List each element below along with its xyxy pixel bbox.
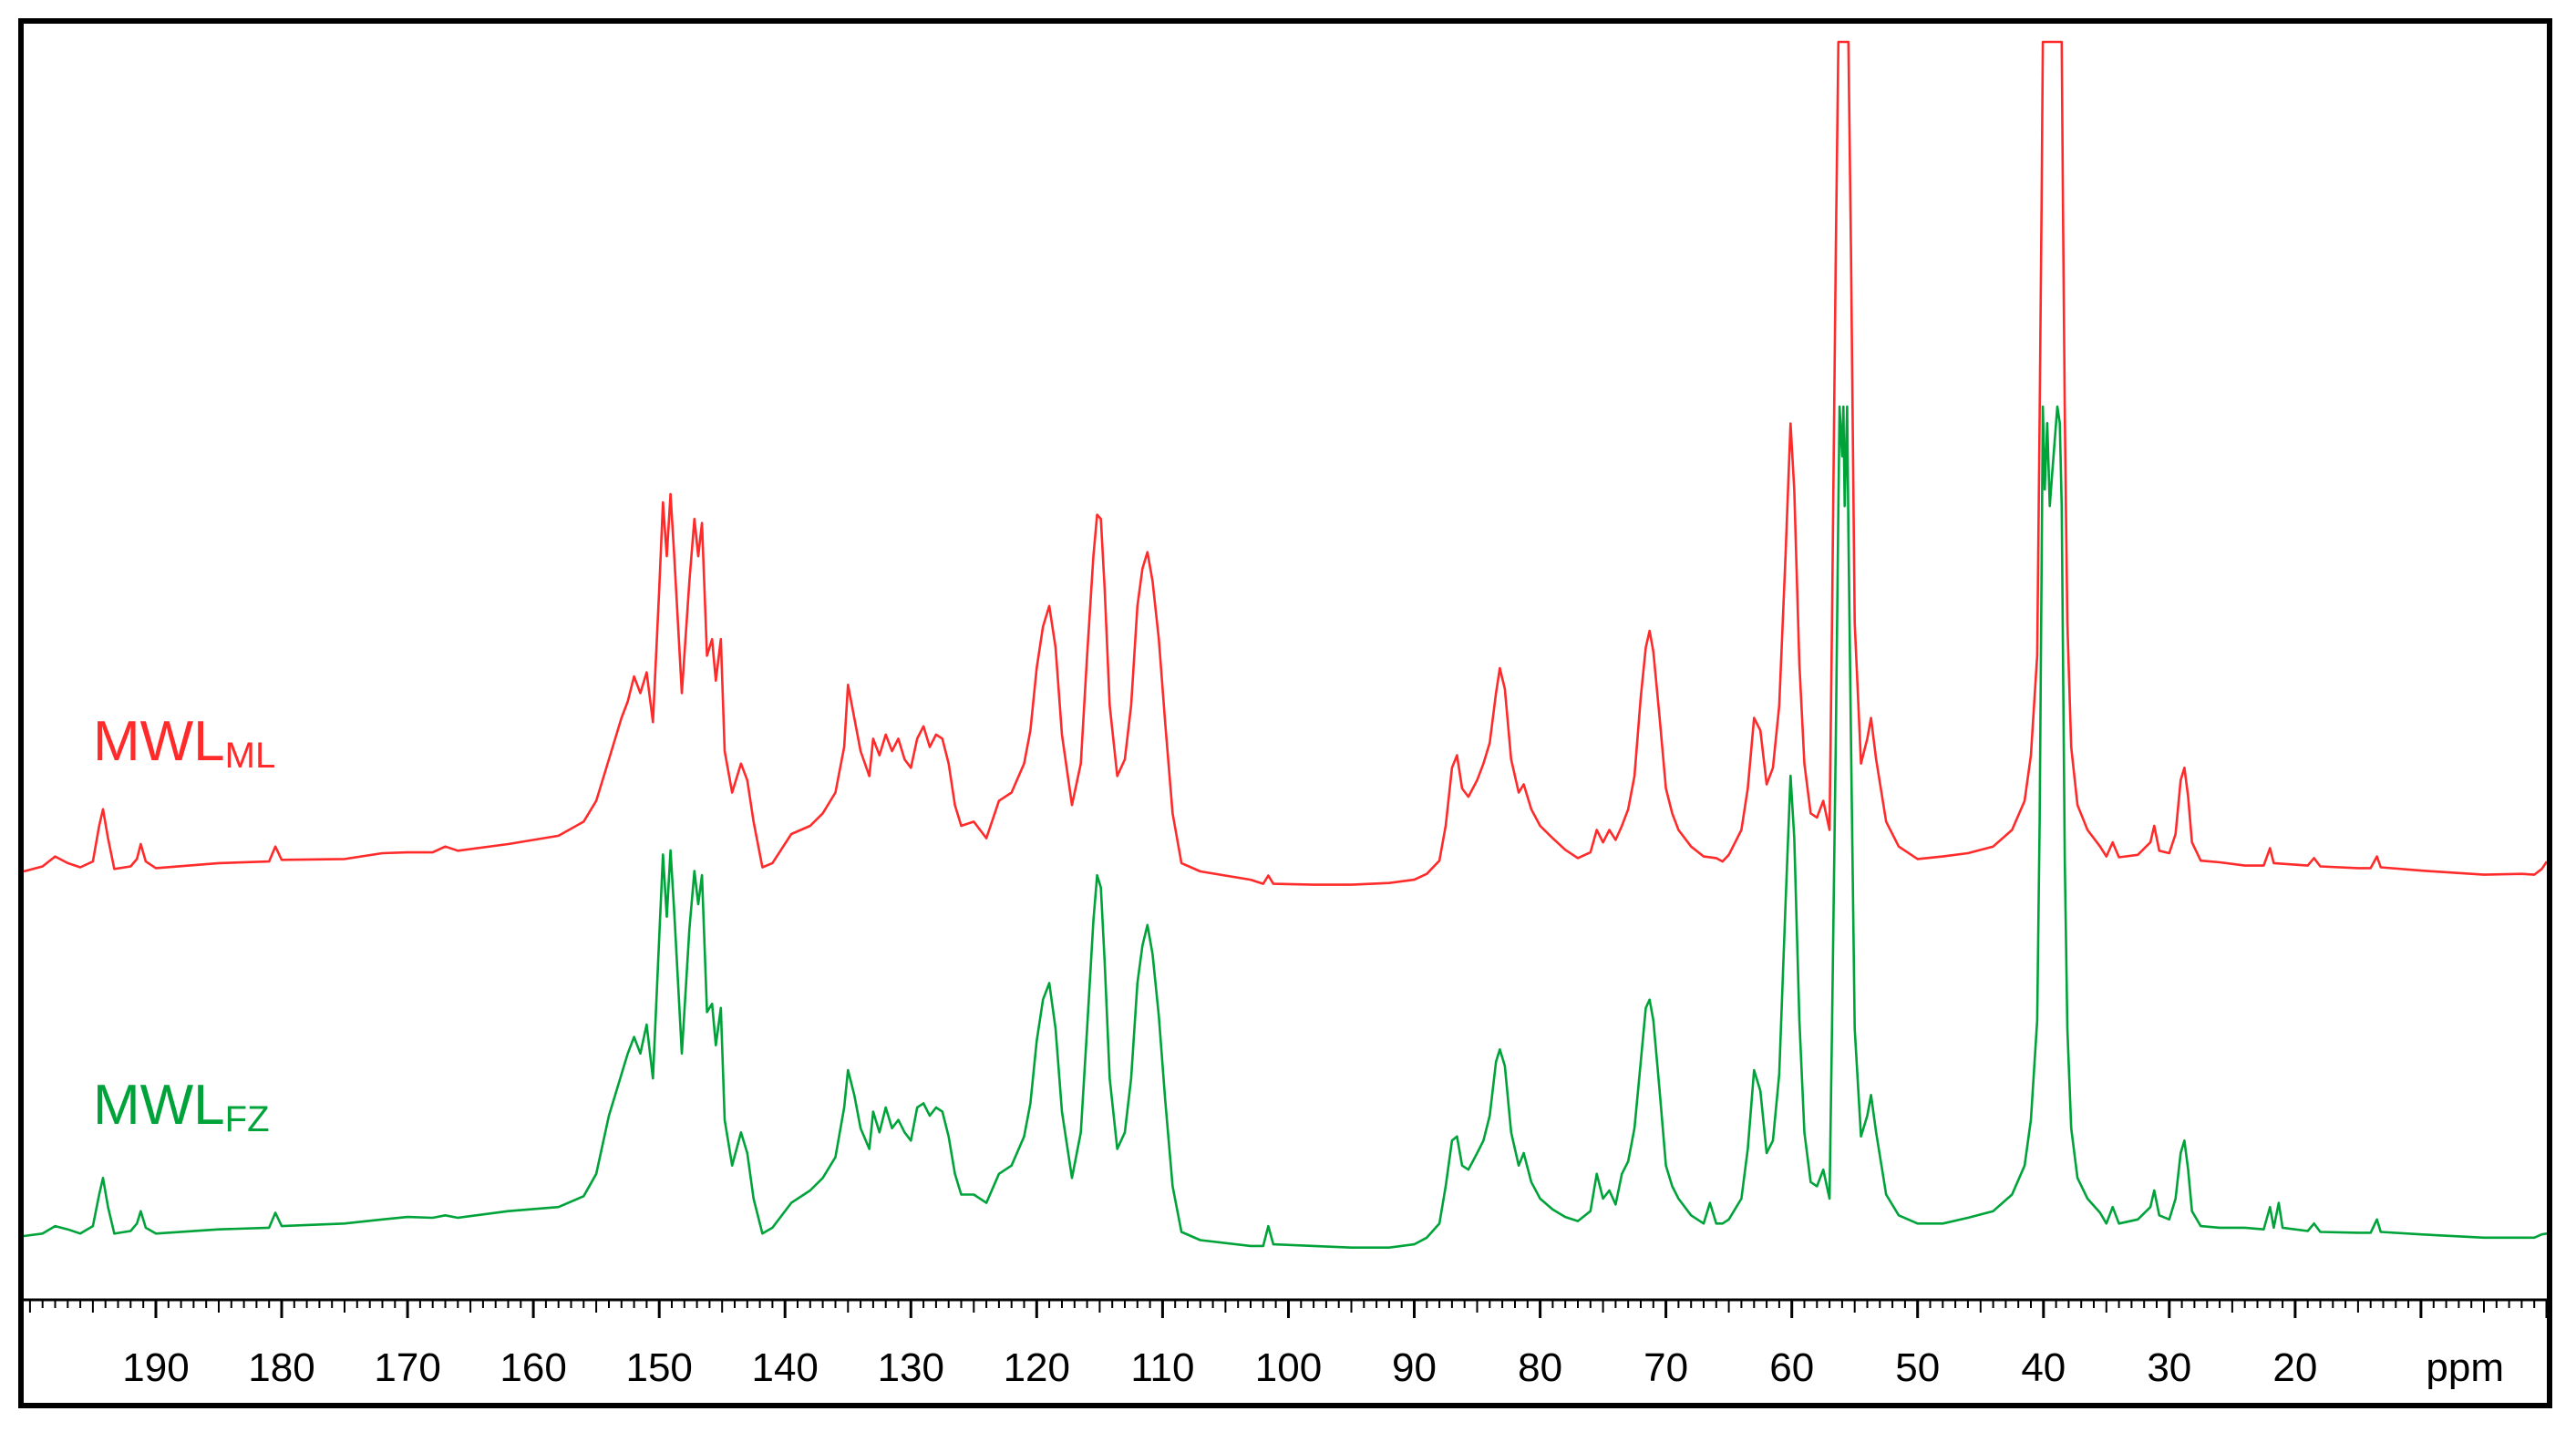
x-tick-label: 170	[374, 1345, 440, 1390]
x-axis: 190 180 170 160 150 140 130 120 110 100 90 80 70 60 50…	[24, 1298, 2547, 1390]
x-tick-label: 120	[1004, 1345, 1070, 1390]
x-tick-label: 60	[1769, 1345, 1814, 1390]
x-tick-label: 70	[1643, 1345, 1688, 1390]
x-tick-label: 100	[1255, 1345, 1322, 1390]
x-axis-ticks	[28, 1300, 2547, 1318]
series-label-red: MWLML	[93, 710, 275, 776]
nmr-spectrum-chart: MWLML MWLFZ 190 180 170 160 150 140 130 120 110 1…	[24, 40, 2547, 1390]
x-tick-label: 50	[1895, 1345, 1940, 1390]
x-tick-label: 40	[2021, 1345, 2066, 1390]
series-labels: MWLML MWLFZ	[93, 710, 275, 1139]
spectra-layer	[24, 40, 2547, 1249]
x-tick-label: 20	[2272, 1345, 2317, 1390]
x-tick-label: 110	[1130, 1345, 1194, 1390]
spectrum-line-red	[24, 40, 2547, 886]
x-tick-label: 160	[500, 1345, 566, 1390]
x-tick-label: 80	[1518, 1345, 1562, 1390]
x-tick-label: 30	[2147, 1345, 2191, 1390]
x-axis-tick-labels: 190 180 170 160 150 140 130 120 110 100 90 80 70 60 50…	[122, 1345, 2317, 1390]
series-label-green: MWLFZ	[93, 1074, 270, 1139]
x-tick-label: 140	[751, 1345, 818, 1390]
x-tick-label: 130	[878, 1345, 944, 1390]
chart-frame: MWLML MWLFZ 190 180 170 160 150 140 130 120 110 1…	[18, 18, 2552, 1408]
x-tick-label: 90	[1392, 1345, 1437, 1390]
x-tick-label: 190	[122, 1345, 189, 1390]
x-axis-title: ppm	[2426, 1345, 2504, 1390]
x-tick-label: 150	[625, 1345, 692, 1390]
spectrum-line-green	[24, 405, 2547, 1249]
x-tick-label: 180	[248, 1345, 314, 1390]
